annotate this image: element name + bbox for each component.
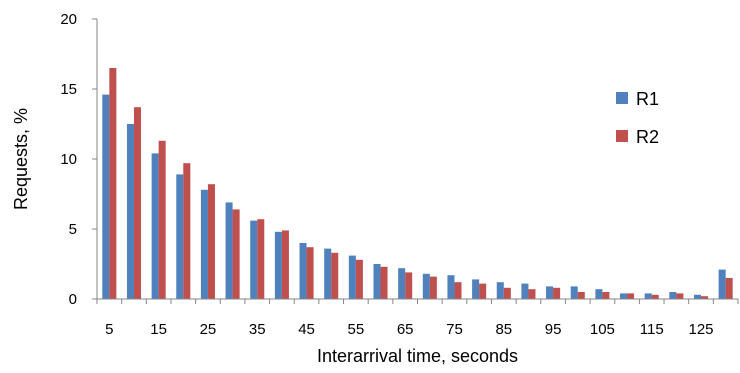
bar-r2-5 (109, 68, 117, 299)
bar-r2-55 (355, 259, 363, 299)
legend-swatch-r2 (616, 130, 628, 142)
y-tick-label: 0 (69, 291, 77, 308)
x-tick-label: 105 (590, 321, 615, 338)
x-ticks-group: 5 15 25 35 45 55 65 75 85 95 105 115 125 (96, 299, 739, 338)
x-tick-label: 85 (495, 321, 512, 338)
bar-r2-10 (133, 107, 142, 299)
y-tick-label: 15 (60, 81, 77, 98)
legend-label-r2: R2 (636, 127, 659, 147)
x-tick-label: 65 (397, 321, 414, 338)
y-ticks-group: 0 5 10 15 20 (60, 11, 97, 308)
bar-r1-80 (472, 279, 480, 299)
bar-r1-40 (274, 231, 282, 299)
bar-r2-30 (232, 209, 240, 299)
bar-r2-90 (528, 289, 536, 299)
bar-r1-105 (595, 289, 603, 299)
bar-r1-70 (422, 273, 430, 299)
bar-r2-15 (158, 140, 166, 299)
bar-r1-100 (570, 286, 578, 299)
bar-r1-90 (521, 283, 529, 299)
bar-r1-30 (225, 202, 233, 299)
bar-r1-110 (620, 293, 628, 299)
y-axis-title: Requests, % (11, 108, 31, 210)
x-tick-label: 125 (689, 321, 714, 338)
y-tick-label: 5 (69, 221, 77, 238)
bar-r2-70 (429, 276, 437, 299)
legend: R1 R2 (616, 89, 659, 147)
bar-r2-65 (405, 272, 413, 299)
bar-r2-20 (183, 163, 191, 299)
bar-r2-60 (380, 266, 388, 299)
x-tick-label: 5 (105, 321, 113, 338)
x-tick-label: 115 (640, 321, 664, 338)
bar-r2-110 (627, 293, 635, 299)
bar-r2-75 (454, 282, 462, 299)
bar-r1-55 (348, 255, 356, 299)
bar-r1-125 (693, 294, 702, 299)
bar-r1-25 (200, 189, 208, 299)
bar-r1-45 (299, 243, 307, 299)
bar-r1-130 (718, 269, 726, 299)
bar-r2-25 (207, 184, 215, 299)
x-tick-label: 55 (348, 321, 365, 338)
legend-label-r1: R1 (636, 89, 659, 109)
bar-r1-95 (546, 286, 554, 299)
bar-r2-85 (503, 287, 511, 299)
x-tick-label: 25 (200, 321, 217, 338)
bar-r1-5 (102, 94, 110, 299)
bar-r2-95 (553, 287, 561, 299)
bar-r2-100 (577, 292, 585, 299)
bar-r2-120 (676, 293, 684, 299)
bar-r2-130 (725, 278, 733, 299)
bar-r1-20 (176, 174, 184, 299)
bar-r1-120 (669, 292, 677, 299)
bars-group (102, 68, 733, 299)
x-tick-label: 15 (150, 321, 167, 338)
bar-r2-40 (281, 230, 289, 299)
bar-r1-85 (496, 282, 504, 299)
bar-r2-50 (331, 252, 339, 299)
x-tick-label: 35 (249, 321, 266, 338)
bar-r2-45 (306, 247, 314, 299)
x-tick-label: 75 (446, 321, 463, 338)
bar-r2-115 (651, 294, 659, 299)
legend-swatch-r1 (616, 92, 628, 104)
x-tick-label: 95 (545, 321, 562, 338)
bar-r1-75 (447, 275, 455, 299)
y-tick-label: 10 (60, 151, 77, 168)
bar-r1-60 (373, 264, 381, 299)
bar-r2-125 (701, 296, 709, 299)
bar-r1-10 (126, 124, 134, 299)
bar-r2-105 (602, 292, 610, 299)
x-tick-label: 45 (298, 321, 315, 338)
bar-r1-50 (324, 248, 332, 299)
bar-r2-35 (257, 219, 265, 299)
bar-r1-15 (151, 153, 159, 299)
y-tick-label: 20 (60, 11, 77, 28)
bar-r1-115 (644, 293, 652, 299)
x-axis-title: Interarrival time, seconds (317, 346, 518, 366)
bar-r1-35 (250, 220, 258, 299)
bar-r2-80 (479, 283, 487, 299)
bar-r1-65 (398, 268, 406, 299)
